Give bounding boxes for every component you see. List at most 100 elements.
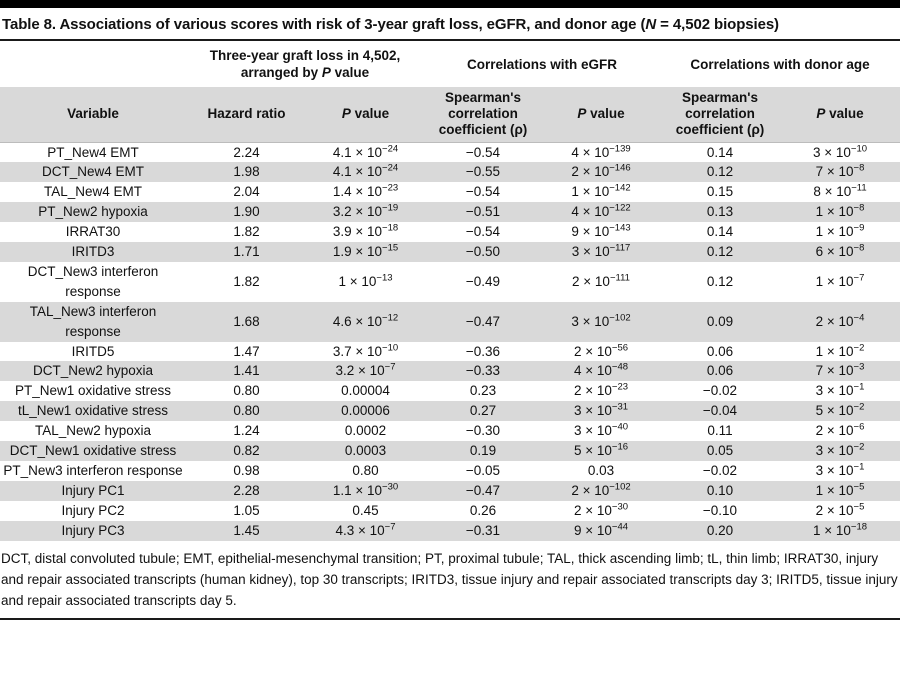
table-row: Injury PC1 2.28 1.1 × 10−30 −0.47 2 × 10−102…	[0, 480, 900, 501]
hazard-ratio-cell: 0.82	[233, 443, 260, 459]
spearman-donor-cell: 0.11	[707, 423, 733, 439]
p-value-graft-cell: 4.1 × 10−24	[332, 162, 399, 180]
table-title: Table 8. Associations of various scores …	[2, 16, 779, 33]
spearman-egfr-cell: −0.47	[465, 482, 501, 498]
spearman-donor-cell: 0.10	[706, 482, 734, 498]
spearman-donor-cell: −0.02	[702, 463, 738, 478]
group-header-row: Three-year graft loss in 4,502, arranged …	[0, 40, 900, 87]
spearman-donor-cell: 0.14	[706, 224, 734, 240]
spearman-egfr-cell: −0.47	[465, 313, 501, 329]
p-value-graft-cell: 3.2 × 10−19	[332, 202, 399, 220]
p-value-graft-cell: 0.0003	[344, 443, 387, 459]
p-value-donor-cell: 7 × 10−8	[815, 162, 865, 180]
spearman-donor-cell: 0.12	[706, 244, 734, 260]
p-value-donor-cell: 2 × 10−5	[815, 501, 865, 518]
hazard-ratio-cell: 1.41	[233, 363, 260, 379]
p-value-egfr-cell: 2 × 10−23	[573, 381, 629, 399]
p-value-donor-cell: 7 × 10−3	[815, 361, 865, 379]
spearman-egfr-cell: 0.27	[469, 403, 497, 419]
p-value-donor-cell: 2 × 10−6	[815, 421, 865, 439]
p-value-graft-cell: 0.0002	[344, 423, 387, 439]
footnote: DCT, distal convoluted tubule; EMT, epit…	[1, 550, 898, 608]
variable-cell: PT_New4 EMT	[47, 144, 139, 160]
spearman-egfr-cell: 0.26	[469, 502, 497, 518]
p-value-donor-cell: 3 × 10−1	[815, 381, 865, 399]
spearman-egfr-cell: −0.55	[465, 164, 501, 180]
p-value-graft-cell: 0.00004	[341, 383, 390, 399]
spearman-donor-cell: 0.12	[706, 164, 734, 180]
p-value-egfr-cell: 9 × 10−143	[571, 222, 631, 240]
spearman-donor-cell: −0.10	[702, 502, 738, 518]
table-row: PT_New1 oxidative stress 0.80 0.00004 0.23 2…	[0, 381, 900, 401]
column-header-hazard-ratio: Hazard ratio	[186, 87, 307, 143]
variable-cell: PT_New2 hypoxia	[38, 204, 148, 220]
group-header-donor-age: Correlations with donor age	[660, 40, 900, 87]
p-value-donor-cell: 1 × 10−5	[815, 481, 865, 498]
p-value-egfr-cell: 2 × 10−56	[573, 342, 629, 359]
column-header-p-value-donor: P value	[780, 87, 900, 143]
p-value-graft-cell: 3.9 × 10−18	[332, 222, 399, 240]
p-value-egfr-cell: 3 × 10−40	[573, 421, 629, 439]
spearman-donor-cell: 0.12	[706, 273, 734, 289]
group-header-egfr: Correlations with eGFR	[424, 40, 660, 87]
p-value-donor-cell: 3 × 10−10	[812, 143, 868, 160]
hazard-ratio-cell: 1.82	[233, 273, 260, 289]
spearman-donor-cell: 0.09	[706, 313, 734, 329]
p-value-graft-cell: 4.3 × 10−7	[335, 521, 396, 538]
p-value-donor-cell: 1 × 10−9	[815, 222, 865, 240]
hazard-ratio-cell: 1.47	[233, 343, 260, 359]
table-row: IRRAT30 1.82 3.9 × 10−18 −0.54 9 × 10−143 0.1…	[0, 222, 900, 242]
p-value-graft-cell: 1 × 10−13	[338, 272, 393, 289]
hazard-ratio-cell: 1.24	[233, 423, 260, 439]
variable-cell: PT_New1 oxidative stress	[14, 383, 172, 399]
spearman-donor-cell: 0.06	[706, 363, 734, 379]
spearman-donor-cell: −0.02	[702, 383, 738, 399]
table-row: Injury PC3 1.45 4.3 × 10−7 −0.31 9 × 10−44 0.…	[0, 520, 900, 541]
corner-cell	[0, 40, 186, 87]
variable-cell: DCT_New1 oxidative stress	[9, 443, 177, 459]
p-value-egfr-cell: 2 × 10−30	[573, 501, 629, 518]
bottom-rule	[0, 617, 900, 620]
variable-cell: Injury PC3	[61, 522, 125, 538]
hazard-ratio-cell: 1.82	[233, 224, 260, 240]
variable-cell: TAL_New3 interferon response	[29, 303, 157, 339]
spearman-donor-cell: 0.20	[706, 522, 734, 538]
results-table: Three-year graft loss in 4,502, arranged …	[0, 39, 900, 541]
p-value-egfr-cell: 2 × 10−102	[571, 481, 631, 498]
p-value-graft-cell: 1.1 × 10−30	[332, 481, 399, 498]
p-value-donor-cell: 2 × 10−4	[815, 312, 865, 329]
hazard-ratio-cell: 1.45	[233, 522, 260, 538]
spearman-donor-cell: 0.05	[706, 443, 734, 459]
table-row: tL_New1 oxidative stress 0.80 0.00006 0.27 3…	[0, 401, 900, 422]
hazard-ratio-cell: 1.68	[233, 313, 260, 329]
spearman-egfr-cell: 0.23	[469, 383, 497, 399]
table-row: TAL_New4 EMT 2.04 1.4 × 10−23 −0.54 1 × 10−1…	[0, 182, 900, 202]
p-value-donor-cell: 5 × 10−2	[815, 401, 865, 419]
spearman-egfr-cell: −0.30	[465, 423, 501, 439]
table-row: DCT_New1 oxidative stress 0.82 0.0003 0.19 5…	[0, 441, 900, 461]
hazard-ratio-cell: 1.05	[233, 502, 260, 518]
spearman-donor-cell: 0.15	[706, 184, 734, 200]
p-value-egfr-cell: 3 × 10−102	[571, 312, 631, 329]
p-value-egfr-cell: 9 × 10−44	[573, 521, 629, 538]
p-value-graft-cell: 3.7 × 10−10	[332, 342, 399, 359]
variable-cell: IRITD5	[71, 343, 115, 359]
spearman-egfr-cell: −0.50	[465, 244, 501, 260]
p-value-graft-cell: 1.4 × 10−23	[332, 182, 399, 200]
spearman-egfr-cell: −0.54	[465, 224, 501, 240]
column-header-spearman-donor: Spearman's correlation coefficient (ρ)	[660, 87, 780, 143]
p-value-egfr-cell: 5 × 10−16	[573, 441, 629, 459]
spearman-egfr-cell: −0.33	[465, 363, 501, 379]
p-value-egfr-cell: 0.03	[587, 463, 615, 478]
p-value-donor-cell: 3 × 10−2	[815, 441, 865, 459]
p-value-egfr-cell: 3 × 10−117	[571, 242, 631, 260]
p-value-graft-cell: 3.2 × 10−7	[335, 361, 396, 379]
p-value-egfr-cell: 4 × 10−48	[573, 361, 629, 379]
table-row: IRITD5 1.47 3.7 × 10−10 −0.36 2 × 10−56 0.06 1…	[0, 342, 900, 362]
spearman-donor-cell: 0.06	[706, 343, 734, 359]
variable-cell: IRITD3	[71, 244, 115, 260]
table-row: DCT_New2 hypoxia 1.41 3.2 × 10−7 −0.33 4 × 1…	[0, 361, 900, 382]
variable-cell: TAL_New2 hypoxia	[34, 423, 152, 439]
spearman-egfr-cell: −0.54	[465, 184, 501, 200]
p-value-donor-cell: 3 × 10−1	[815, 461, 865, 478]
